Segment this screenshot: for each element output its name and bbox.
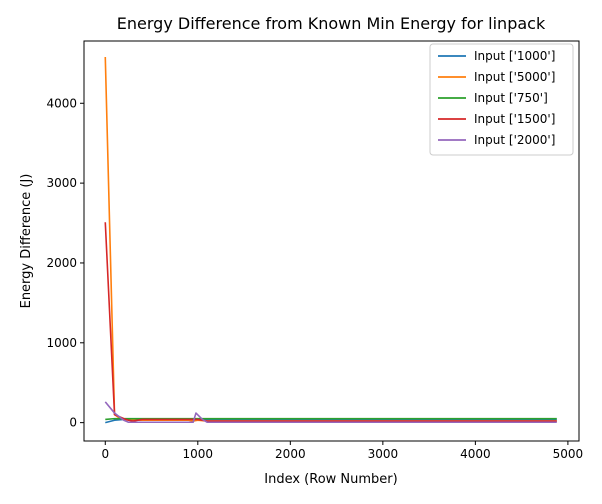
y-tick-label: 4000: [46, 96, 77, 110]
legend-box: [429, 43, 574, 156]
legend-label-0: Input ['1000']: [474, 49, 555, 63]
x-axis: 0 1000 2000 3000 4000 5000: [101, 441, 583, 461]
y-tick-label: 3000: [46, 176, 77, 190]
y-axis: 0 1000 2000 3000 4000: [46, 96, 84, 430]
series-line-4: [104, 401, 557, 424]
legend-label-2: Input ['750']: [474, 91, 548, 105]
chart-title: Energy Difference from Known Min Energy …: [117, 14, 546, 33]
series-line-3: [104, 222, 557, 422]
y-axis-label: Energy Difference (J): [19, 174, 34, 309]
x-tick-label: 2000: [275, 447, 306, 461]
legend-label-3: Input ['1500']: [474, 112, 555, 126]
y-tick-label: 1000: [46, 336, 77, 350]
x-tick-label: 5000: [553, 447, 584, 461]
legend: Input ['1000'] Input ['5000'] Input ['750'…: [429, 43, 574, 156]
plot-frame: [83, 40, 580, 442]
x-tick-label: 0: [101, 447, 109, 461]
x-tick-label: 4000: [460, 447, 491, 461]
y-tick-label: 2000: [46, 256, 77, 270]
legend-label-4: Input ['2000']: [474, 133, 555, 147]
x-tick-label: 3000: [368, 447, 399, 461]
legend-label-1: Input ['5000']: [474, 70, 555, 84]
x-axis-label: Index (Row Number): [264, 472, 397, 487]
y-tick-label: 0: [69, 416, 77, 430]
series-layer: [104, 56, 557, 424]
x-tick-label: 1000: [183, 447, 214, 461]
